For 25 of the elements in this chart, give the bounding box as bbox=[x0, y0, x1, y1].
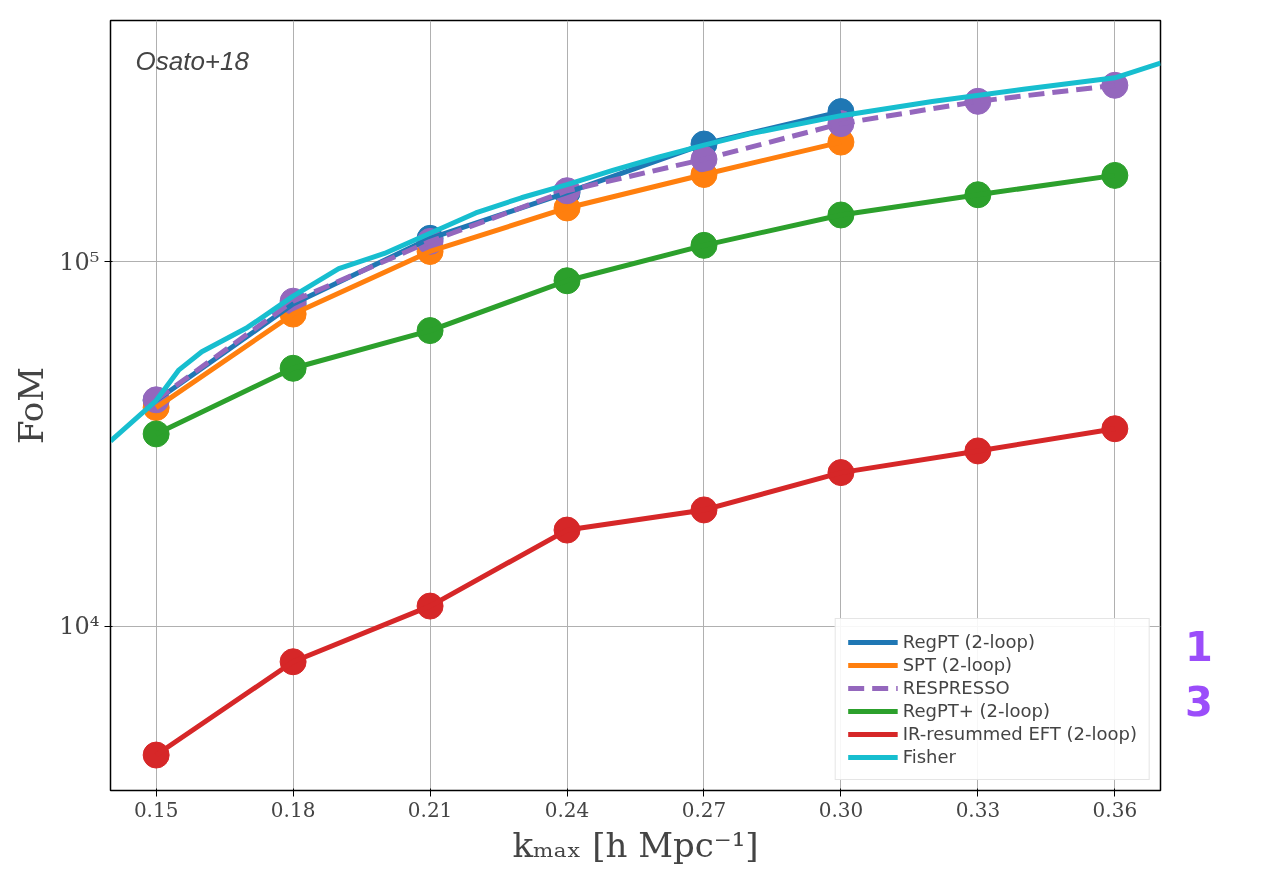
legend-label: RESPRESSO bbox=[902, 677, 1010, 698]
annotation: Osato+18 bbox=[135, 45, 250, 76]
y-tick-label: 10⁵ bbox=[59, 247, 100, 276]
x-tick-label: 0.27 bbox=[681, 797, 727, 822]
x-tick-label: 0.36 bbox=[1092, 797, 1138, 822]
x-tick-label: 0.18 bbox=[270, 797, 316, 822]
x-tick-label: 0.33 bbox=[955, 797, 1001, 822]
x-tick-label: 0.30 bbox=[818, 797, 864, 822]
legend-label: IR-resummed EFT (2-loop) bbox=[902, 723, 1137, 744]
legend-label: Fisher bbox=[902, 746, 956, 767]
x-axis-title: kₘₐₓ [h Mpc⁻¹] bbox=[512, 824, 759, 865]
x-tick-label: 0.21 bbox=[407, 797, 453, 822]
y-axis-title: FoM bbox=[11, 366, 52, 445]
legend-label: RegPT+ (2-loop) bbox=[902, 700, 1050, 721]
point bbox=[1101, 415, 1129, 443]
x-tick-label: 0.24 bbox=[544, 797, 590, 822]
x-tick-label: 0.15 bbox=[133, 797, 179, 822]
text: 1 bbox=[1185, 624, 1213, 670]
legend-label: SPT (2-loop) bbox=[902, 654, 1013, 675]
point bbox=[1101, 161, 1129, 189]
y-tick-label: 10⁴ bbox=[59, 612, 100, 641]
point bbox=[142, 741, 170, 769]
legend-label: RegPT (2-loop) bbox=[902, 631, 1035, 652]
point bbox=[142, 420, 170, 448]
text: 3 bbox=[1185, 679, 1213, 725]
